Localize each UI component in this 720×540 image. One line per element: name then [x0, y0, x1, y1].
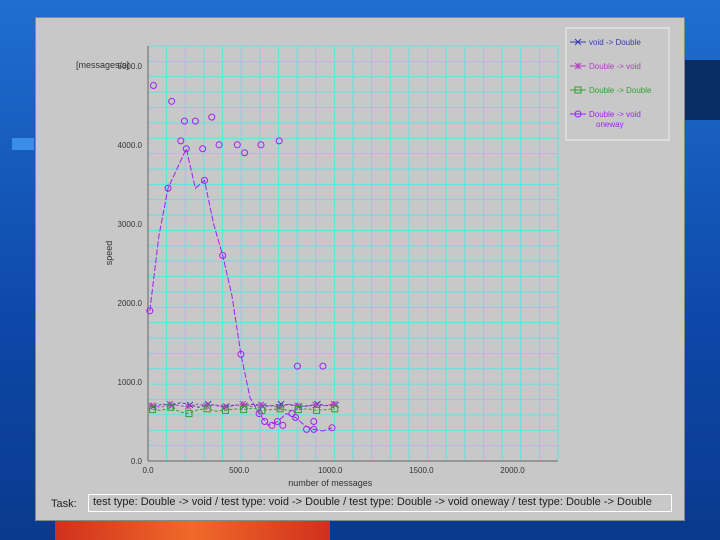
- slide-decoration-left: [12, 138, 34, 150]
- legend-label-cont: oneway: [596, 120, 624, 129]
- data-point-circle: [292, 414, 300, 422]
- slide-decoration-bottom-bar: [55, 520, 330, 540]
- data-point-circle: [273, 417, 281, 425]
- chart-window: 0.0 1000.0 2000.0 3000.0 4000.0 5000.0 0.0 500.…: [35, 17, 685, 521]
- legend-label: Double -> void: [589, 62, 641, 71]
- slide-decoration-bottom-dark: [330, 520, 720, 540]
- data-point-circle: [303, 425, 311, 433]
- data-point-square: [149, 406, 157, 414]
- data-point-square: [167, 403, 175, 411]
- data-point-square: [185, 410, 193, 418]
- data-point-circle: [261, 417, 269, 425]
- series-line: [152, 406, 335, 415]
- y-tick-label: 1000.0: [118, 378, 143, 387]
- data-point-circle: [257, 141, 265, 149]
- data-point-square: [313, 406, 321, 414]
- data-point-star: [330, 400, 338, 408]
- data-point-star: [294, 402, 301, 410]
- data-point-circle: [268, 421, 276, 429]
- data-point-square: [294, 406, 302, 414]
- y-tick-label: 0.0: [131, 457, 143, 466]
- data-point-circle: [177, 137, 185, 145]
- y-tick-label: 2000.0: [118, 299, 143, 308]
- y-axis-unit: [messages/s]: [76, 60, 129, 70]
- data-point-circle: [149, 82, 157, 90]
- data-point-star: [184, 403, 192, 410]
- chart-canvas: 0.0 1000.0 2000.0 3000.0 4000.0 5000.0 0.0 500.…: [76, 27, 670, 488]
- data-point-star: [257, 401, 265, 409]
- data-point-star: [312, 401, 319, 409]
- x-tick-label: 1000.0: [318, 466, 343, 475]
- series-line: [151, 403, 334, 408]
- data-point-circle: [182, 145, 190, 153]
- data-point-square: [240, 406, 248, 414]
- data-point-circle: [288, 410, 296, 418]
- data-point-circle: [319, 362, 327, 370]
- data-point-circle: [168, 97, 176, 105]
- data-point-circle: [237, 350, 245, 358]
- data-point-star: [275, 403, 283, 411]
- data-point-circle: [293, 362, 301, 370]
- data-point-circle: [164, 184, 172, 192]
- data-point-square: [331, 405, 339, 413]
- data-point-circle: [219, 251, 227, 259]
- data-point-circle: [233, 141, 241, 149]
- x-tick-label: 1500.0: [409, 466, 434, 475]
- data-point-circle: [279, 421, 287, 429]
- series-line: [149, 147, 333, 432]
- y-axis-label: speed: [104, 241, 114, 266]
- data-point-circle: [255, 410, 263, 418]
- data-point-circle: [146, 307, 154, 315]
- data-point-star: [239, 400, 247, 408]
- data-point-circle: [180, 117, 188, 125]
- y-tick-label: 4000.0: [118, 141, 143, 150]
- data-point-circle: [191, 117, 199, 125]
- data-point-circle: [310, 425, 318, 433]
- data-point-square: [221, 406, 229, 414]
- data-point-circle: [241, 149, 249, 157]
- legend-label: Double -> Double: [589, 86, 652, 95]
- legend-label: Double -> void: [589, 110, 641, 119]
- x-axis-label: number of messages: [288, 478, 373, 488]
- data-point-circle: [328, 424, 336, 432]
- x-tick-label: 500.0: [229, 466, 250, 475]
- data-point-circle: [310, 417, 318, 425]
- data-point-circle: [200, 176, 208, 184]
- y-tick-label: 3000.0: [118, 220, 143, 229]
- y-tick-label: 5000.0: [118, 62, 143, 71]
- data-point-star: [148, 402, 155, 410]
- slide-decoration-right: [684, 60, 720, 120]
- legend-box: [565, 27, 670, 141]
- task-label: Task:: [51, 498, 77, 510]
- task-field[interactable]: test type: Double -> void / test type: v…: [88, 494, 672, 512]
- data-point-circle: [199, 145, 207, 153]
- data-point-square: [276, 405, 284, 413]
- data-point-circle: [215, 141, 223, 149]
- data-point-circle: [275, 137, 283, 145]
- x-tick-label: 2000.0: [500, 466, 525, 475]
- legend-label: void -> Double: [589, 38, 641, 47]
- data-point-circle: [208, 113, 216, 121]
- x-tick-label: 0.0: [142, 466, 154, 475]
- data-point-square: [203, 405, 211, 413]
